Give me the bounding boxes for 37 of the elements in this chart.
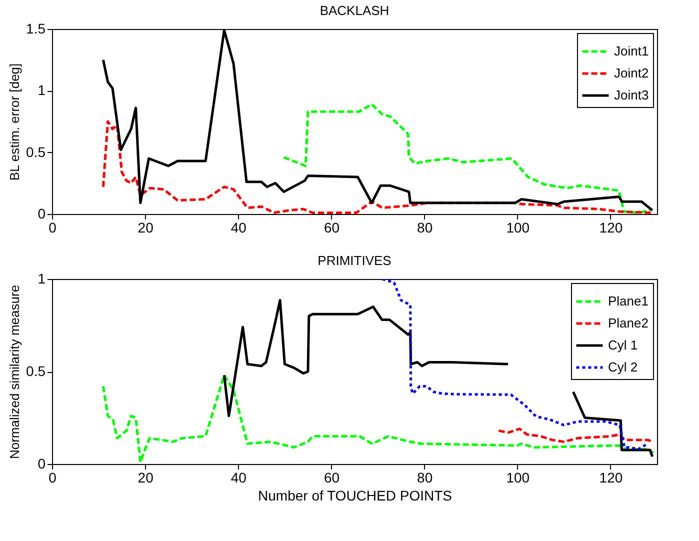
y-axis-title: BL estim. error [deg] (7, 63, 22, 181)
line-series (381, 279, 649, 450)
x-tick-label: 0 (48, 220, 57, 236)
y-tick-label: 0 (38, 206, 46, 222)
x-tick-label: 40 (230, 470, 247, 486)
x-tick-label: 20 (138, 470, 154, 486)
legend-label: Joint3 (614, 88, 649, 102)
line-series (498, 428, 654, 444)
chart-title: BACKLASH (320, 3, 390, 18)
chart-title: PRIMITIVES (318, 253, 392, 268)
legend-label: Cyl 1 (608, 338, 638, 352)
x-tick-label: 80 (417, 220, 433, 236)
x-tick-label: 60 (324, 470, 340, 486)
legend-label: Joint2 (614, 66, 649, 80)
x-tick-label: 20 (138, 220, 154, 236)
x-tick-label: 40 (230, 220, 247, 236)
line-series (282, 102, 652, 214)
y-tick-label: 0.5 (26, 363, 46, 379)
x-tick-label: 100 (506, 220, 530, 236)
y-tick-label: 0.5 (26, 144, 46, 160)
y-tick-label: 1.5 (26, 20, 46, 36)
legend-label: Plane1 (608, 294, 648, 308)
y-tick-label: 1 (38, 270, 46, 286)
y-axis-title: Normalized similarity measure (7, 284, 22, 460)
x-tick-label: 0 (48, 470, 57, 486)
y-tick-label: 1 (38, 82, 46, 98)
x-axis-title: Number of TOUCHED POINTS (258, 488, 452, 504)
x-tick-label: 100 (506, 470, 530, 486)
legend-label: Joint1 (614, 44, 649, 58)
legend-label: Plane2 (608, 316, 648, 330)
x-tick-label: 120 (599, 220, 623, 236)
x-tick-label: 120 (599, 470, 623, 486)
y-tick-label: 0 (38, 456, 46, 472)
legend-label: Cyl 2 (608, 360, 638, 374)
line-series (102, 374, 655, 464)
x-tick-label: 80 (417, 470, 433, 486)
x-tick-label: 60 (324, 220, 340, 236)
